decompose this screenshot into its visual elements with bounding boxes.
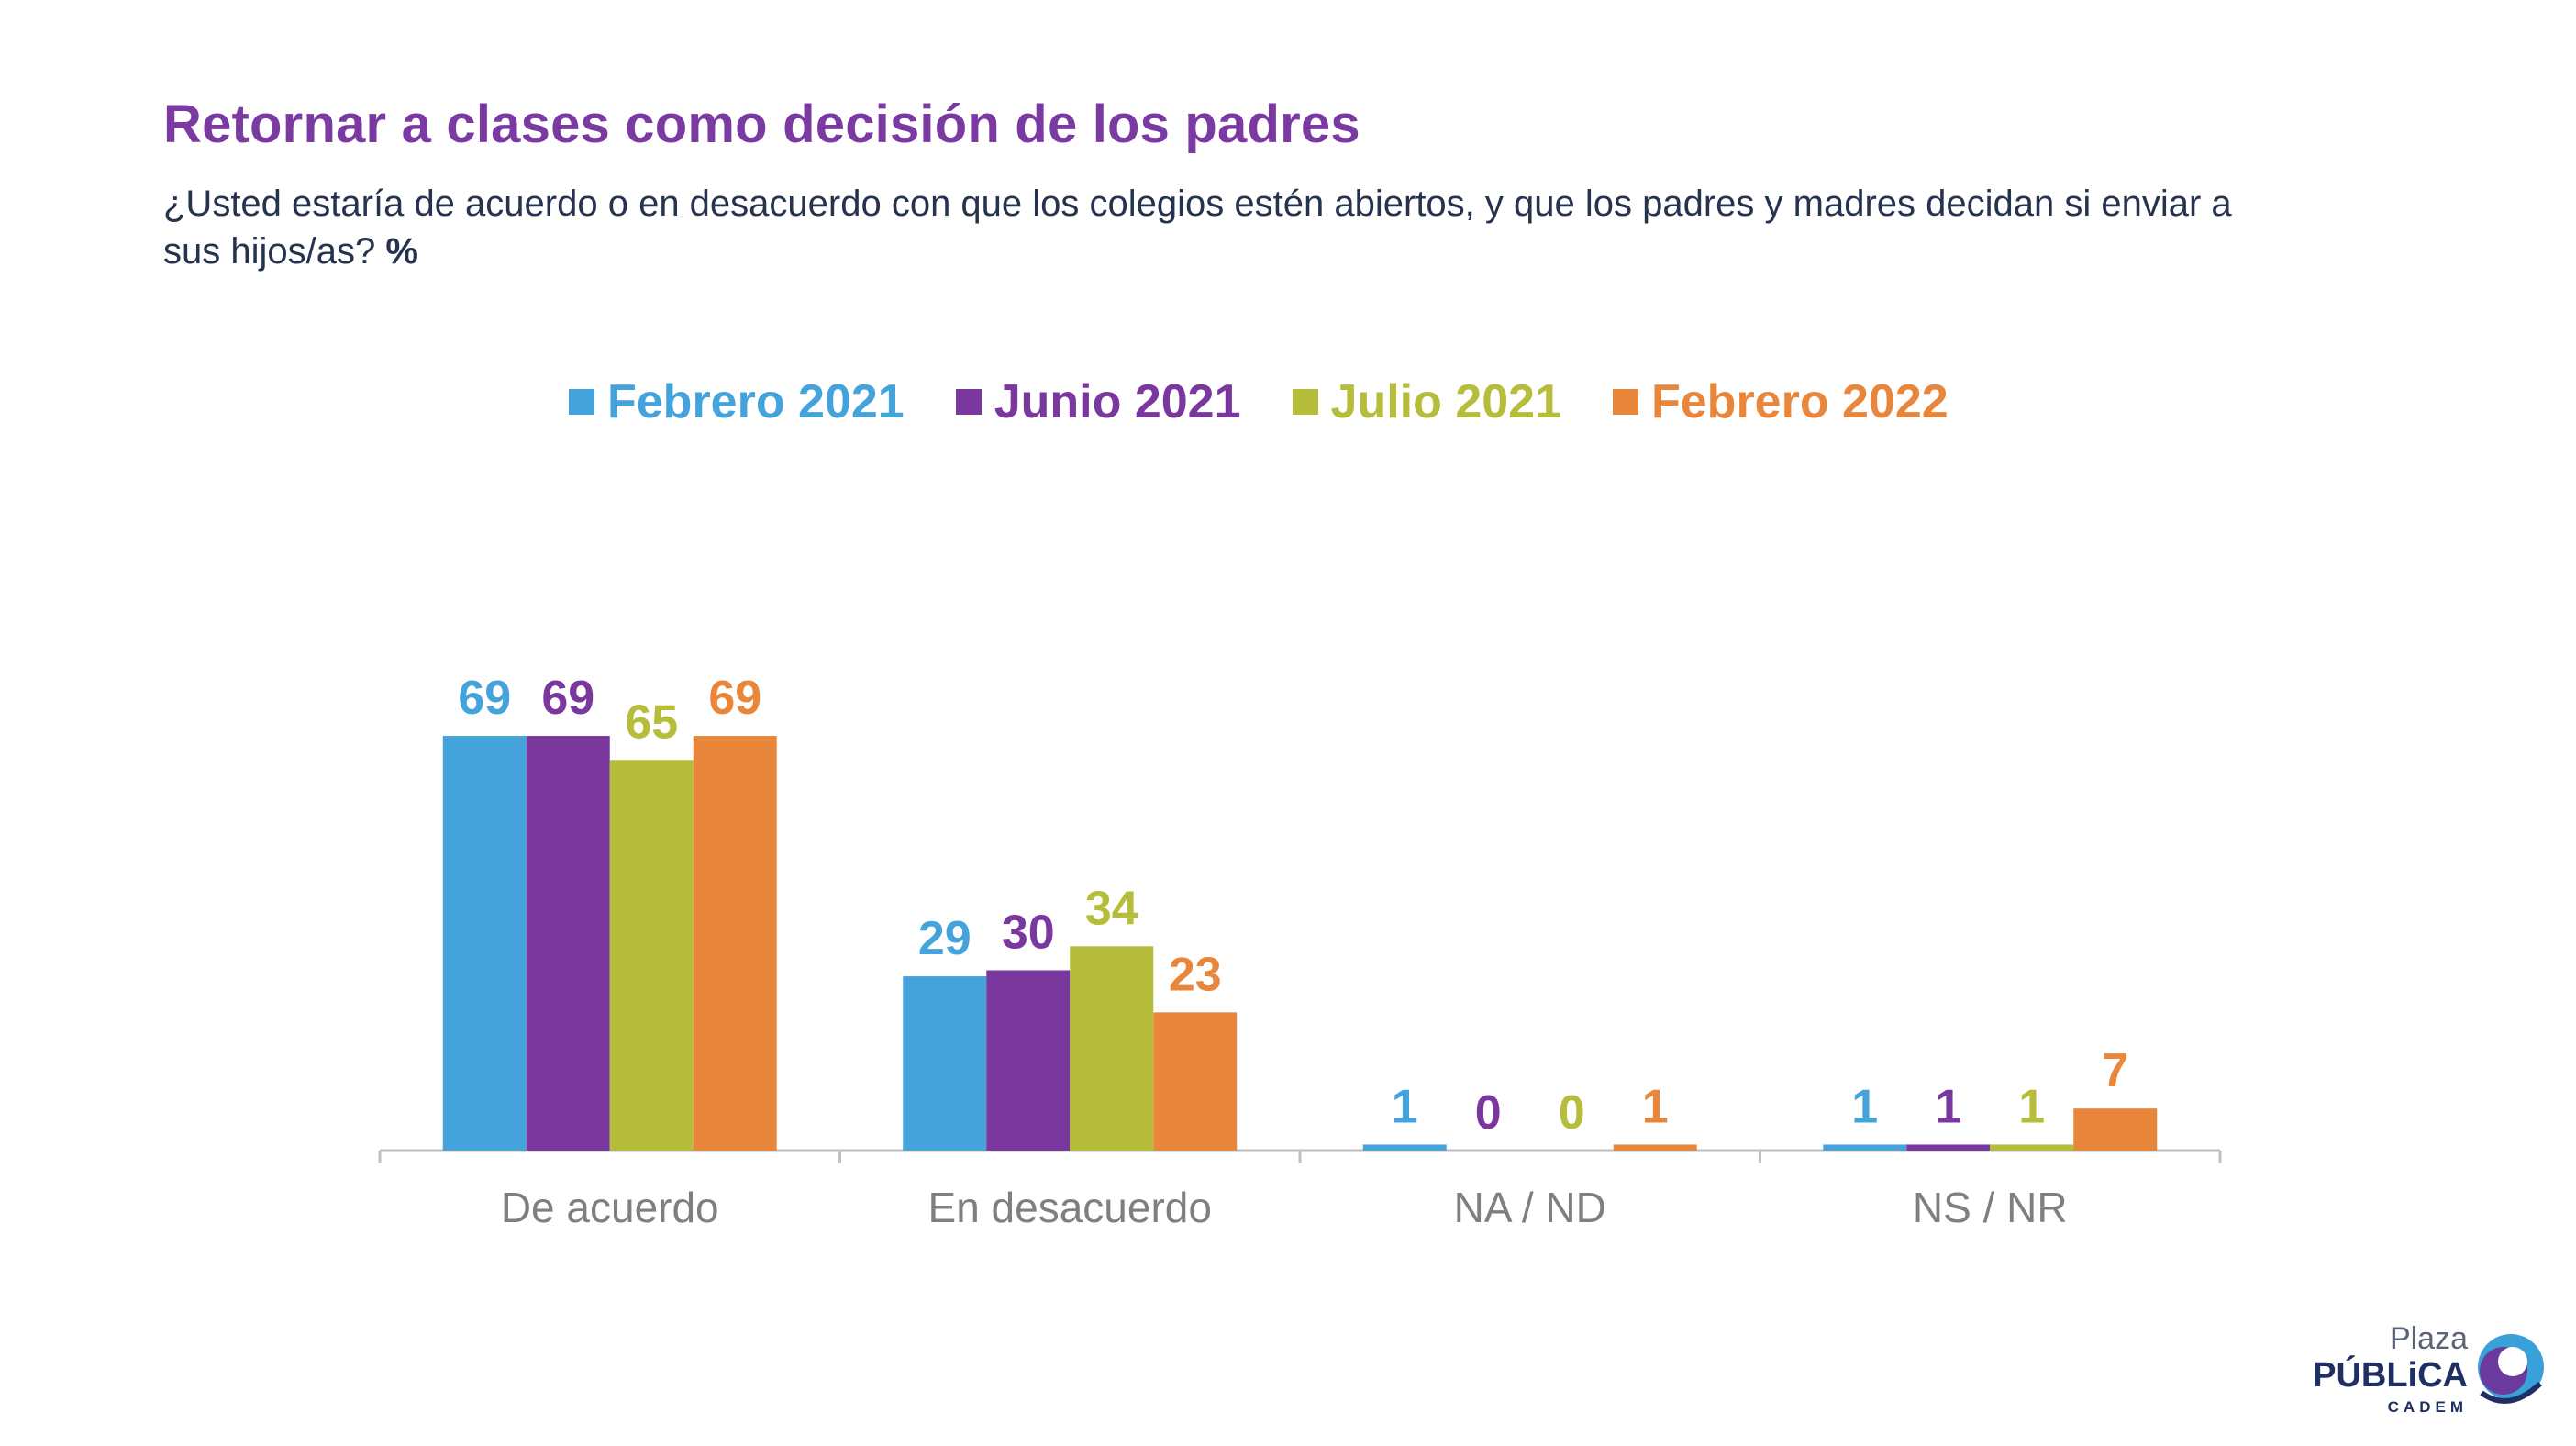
bar: [986, 970, 1071, 1151]
data-label: 69: [458, 672, 511, 725]
bar: [1823, 1144, 1907, 1151]
data-label: 69: [541, 672, 594, 725]
data-label: 34: [1085, 882, 1138, 935]
data-label: 1: [1392, 1080, 1418, 1133]
chart-legend: Febrero 2021 Junio 2021 Julio 2021 Febrero …: [569, 374, 2000, 429]
data-label: 7: [2102, 1044, 2128, 1097]
data-label: 0: [1475, 1086, 1502, 1140]
logo-text-cadem: CADEM: [2387, 1398, 2468, 1416]
bar: [1070, 946, 1154, 1151]
data-label: 23: [1169, 948, 1222, 1001]
legend-item: Febrero 2021: [569, 374, 905, 429]
legend-swatch: [1613, 389, 1638, 415]
x-tick-label: De acuerdo: [501, 1184, 719, 1231]
data-label: 1: [2018, 1080, 2045, 1133]
logo-text-plaza: Plaza: [2389, 1321, 2468, 1356]
chart-title: Retornar a clases como decisión de los p…: [163, 95, 1360, 154]
legend-swatch: [955, 389, 982, 415]
x-tick-label: En desacuerdo: [928, 1184, 1212, 1231]
plaza-publica-cadem-logo: Plaza PÚBLiCA CADEM: [2284, 1321, 2544, 1422]
logo-swirl-icon: [2478, 1334, 2544, 1404]
data-label: 1: [1935, 1080, 1961, 1133]
subtitle-text: ¿Usted estaría de acuerdo o en desacuerd…: [163, 184, 2232, 272]
chart-subtitle: ¿Usted estaría de acuerdo o en desacuerd…: [163, 180, 2273, 275]
bar: [903, 976, 987, 1151]
data-label: 0: [1559, 1086, 1585, 1140]
legend-label: Febrero 2022: [1651, 375, 1949, 428]
legend-label: Julio 2021: [1330, 375, 1561, 428]
bar: [1906, 1144, 1991, 1151]
subtitle-unit: %: [385, 231, 418, 272]
bar: [609, 760, 694, 1151]
x-tick-label: NS / NR: [1913, 1184, 2068, 1231]
x-tick-label: NA / ND: [1454, 1184, 1606, 1231]
data-label: 69: [708, 672, 761, 725]
bar: [442, 736, 527, 1151]
logo-text-publica: PÚBLiCA: [2313, 1356, 2468, 1395]
legend-label: Junio 2021: [994, 375, 1241, 428]
data-label: 65: [625, 695, 678, 749]
bar: [693, 736, 777, 1151]
legend-swatch: [569, 389, 594, 415]
data-label: 29: [918, 912, 972, 965]
legend-swatch: [1292, 389, 1318, 415]
bar: [2073, 1108, 2158, 1151]
bar: [526, 736, 610, 1151]
legend-item: Junio 2021: [955, 374, 1241, 429]
data-label: 1: [1642, 1080, 1669, 1133]
bar: [1613, 1144, 1697, 1151]
data-label: 1: [1851, 1080, 1878, 1133]
bar: [1153, 1012, 1238, 1151]
bar: [1990, 1144, 2074, 1151]
legend-item: Julio 2021: [1292, 374, 1561, 429]
data-label: 30: [1002, 907, 1055, 960]
legend-label: Febrero 2021: [607, 375, 905, 428]
bar: [1362, 1144, 1447, 1151]
legend-item: Febrero 2022: [1613, 374, 1949, 429]
